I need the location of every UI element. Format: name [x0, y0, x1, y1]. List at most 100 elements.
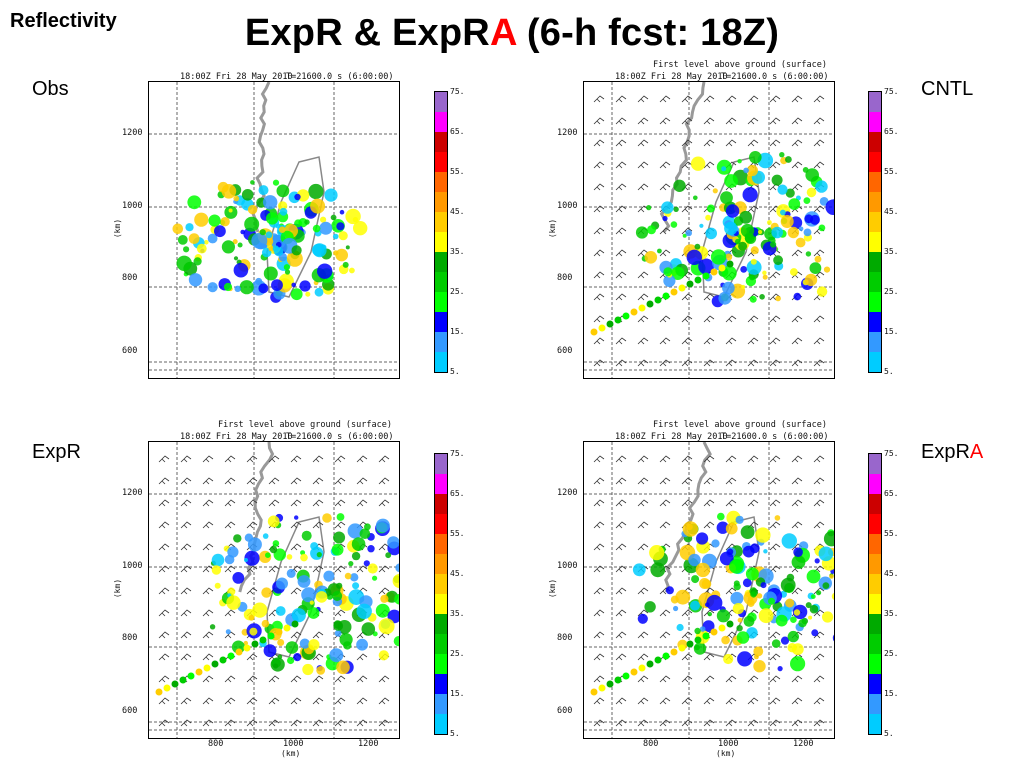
y-tick-label: 1000 [122, 201, 143, 211]
reflectivity-cell [818, 546, 834, 562]
label-expra-suffix: A [969, 441, 984, 463]
wind-barb [615, 183, 627, 191]
reflectivity-cell [711, 539, 720, 548]
wind-barb [312, 697, 324, 705]
wind-barb [659, 521, 671, 529]
wind-barb [813, 697, 825, 705]
wind-barb [615, 359, 627, 367]
reflectivity-cell [598, 324, 606, 332]
reflectivity-cell [375, 603, 390, 618]
wind-barb [791, 521, 803, 529]
reflectivity-cell [345, 208, 361, 225]
reflectivity-cell [718, 624, 726, 632]
y-tick-label: 600 [557, 346, 573, 356]
reflectivity-cell [336, 660, 350, 675]
wind-barb [637, 697, 649, 705]
reflectivity-cell [665, 586, 674, 595]
wind-barb [769, 499, 781, 507]
colorbar-segment [435, 92, 447, 112]
wind-barb [246, 587, 258, 595]
wind-barb [637, 521, 649, 529]
colorbar-segment [435, 172, 447, 192]
wind-barb [224, 477, 236, 485]
wind-barb [813, 205, 825, 213]
reflectivity-cell [385, 552, 392, 559]
wind-barb [813, 249, 825, 257]
wind-barb [593, 117, 605, 125]
reflectivity-cell [686, 249, 702, 265]
wind-barb [158, 521, 170, 529]
reflectivity-cell [364, 523, 371, 531]
reflectivity-cell [187, 195, 202, 210]
wind-barb [747, 499, 759, 507]
wind-barb [637, 249, 649, 257]
reflectivity-cell [293, 653, 302, 662]
label-expra-base: ExpR [921, 441, 970, 463]
wind-barb [615, 697, 627, 705]
colorbar-label: 55. [884, 167, 899, 176]
wind-barb [312, 631, 324, 639]
wind-barb [378, 587, 390, 595]
wind-barb [180, 455, 192, 463]
reflectivity-cell [233, 534, 242, 543]
reflectivity-cell [630, 668, 638, 676]
reflectivity-cell [361, 622, 376, 636]
reflectivity-cell [188, 233, 200, 245]
reflectivity-cell [750, 258, 757, 265]
wind-barb [703, 499, 715, 507]
reflectivity-cell [650, 562, 666, 578]
reflectivity-cell [767, 220, 772, 225]
wind-barb [615, 609, 627, 617]
wind-barb [378, 719, 390, 727]
reflectivity-cell [710, 249, 727, 265]
reflectivity-cell [671, 266, 685, 280]
wind-barb [769, 117, 781, 125]
x-tick-label: 1000 [283, 739, 304, 749]
reflectivity-cell [676, 623, 684, 632]
wind-barb [158, 565, 170, 573]
reflectivity-cell [307, 607, 320, 619]
colorbar-segment [869, 554, 881, 574]
wind-barb [813, 521, 825, 529]
reflectivity-cell [349, 267, 355, 274]
reflectivity-cell [356, 603, 372, 619]
wind-barb [334, 697, 346, 705]
wind-barb [769, 477, 781, 485]
y-tick-label: 1200 [122, 488, 143, 498]
wind-barb [593, 697, 605, 705]
reflectivity-cell [694, 627, 701, 635]
wind-barb [224, 697, 236, 705]
reflectivity-cell [790, 616, 797, 623]
reflectivity-cell [694, 636, 702, 644]
reflectivity-cell [291, 608, 306, 623]
reflectivity-cell [177, 235, 188, 245]
title-part2: A [489, 12, 517, 54]
reflectivity-cell [275, 606, 286, 616]
colorbar-segment [435, 554, 447, 574]
wind-barb [659, 315, 671, 323]
colorbar-segment [869, 514, 881, 534]
wind-barb [246, 697, 258, 705]
reflectivity-cell [736, 631, 750, 644]
colorbar-segment [435, 132, 447, 152]
reflectivity-cell [678, 284, 686, 292]
wind-barb [593, 95, 605, 103]
reflectivity-cell [646, 205, 652, 211]
reflectivity-cell [266, 212, 279, 225]
wind-barb [813, 315, 825, 323]
wind-barb [202, 543, 214, 551]
wind-barb [593, 499, 605, 507]
wind-barb [747, 697, 759, 705]
reflectivity-cell [233, 256, 239, 261]
reflectivity-cell [740, 266, 748, 273]
reflectivity-cell [297, 575, 311, 588]
reflectivity-cell [771, 174, 783, 186]
wind-barb [593, 293, 605, 301]
wind-barb [813, 161, 825, 169]
colorbar-label: 25. [884, 649, 899, 658]
wind-barb [791, 95, 803, 103]
wind-barb [637, 293, 649, 301]
wind-barb [747, 95, 759, 103]
colorbar-segment [869, 152, 881, 172]
reflectivity-cell [779, 152, 785, 158]
